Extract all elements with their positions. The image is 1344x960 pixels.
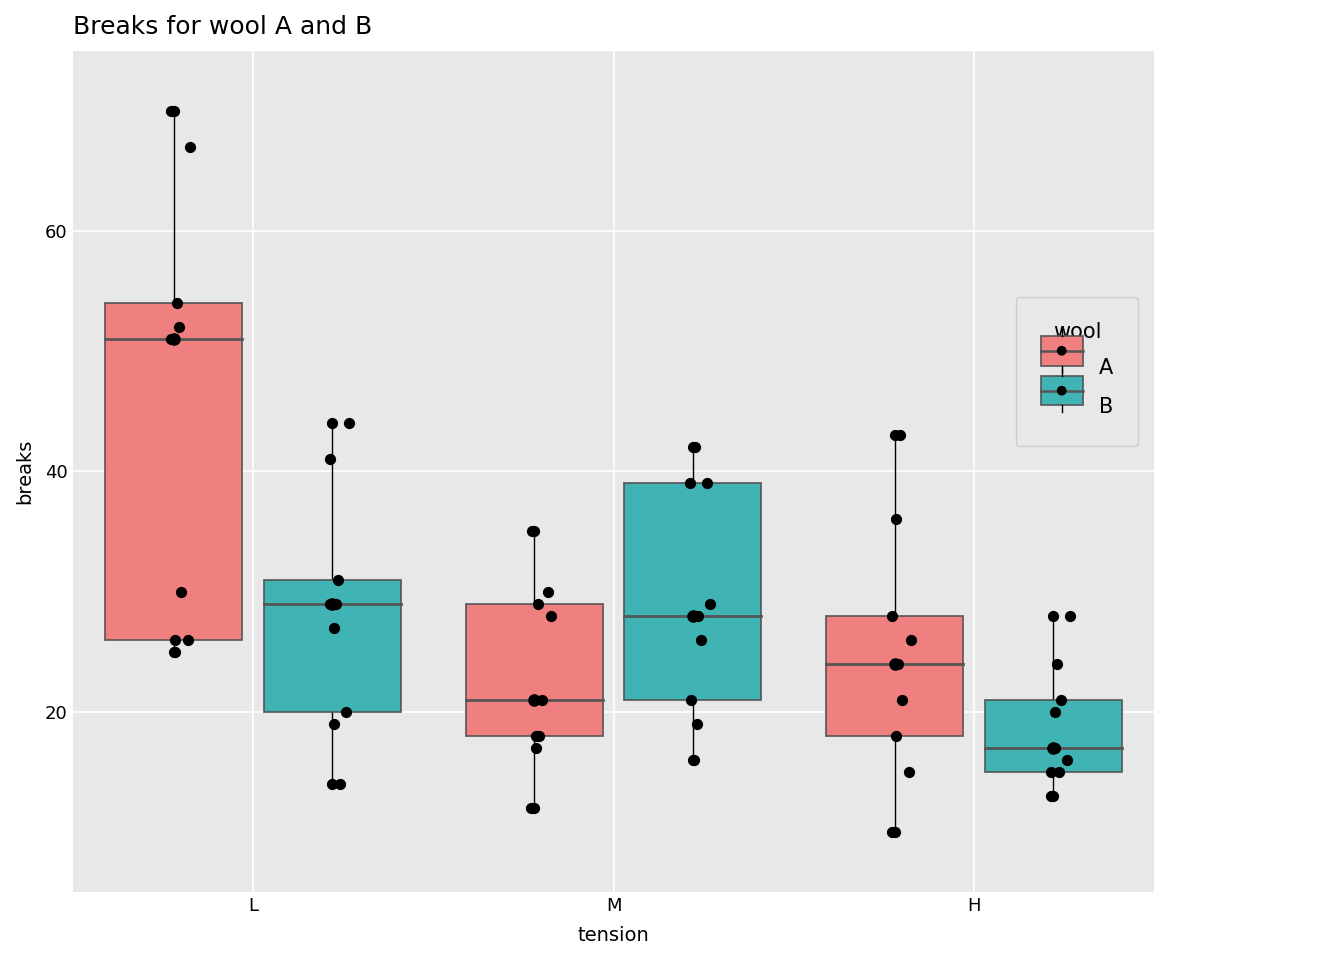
Point [325, 596, 347, 612]
X-axis label: tension: tension [578, 926, 649, 945]
Point [1043, 740, 1064, 756]
Point [319, 596, 340, 612]
Point [163, 103, 184, 118]
Point [523, 692, 544, 708]
Point [160, 103, 181, 118]
Point [699, 596, 720, 612]
Point [696, 476, 718, 492]
Point [884, 656, 906, 671]
Point [180, 139, 202, 155]
Point [884, 427, 906, 443]
Point [336, 704, 358, 719]
Point [321, 596, 343, 612]
Bar [105, 303, 242, 639]
Point [161, 331, 183, 347]
Point [890, 427, 911, 443]
Bar [827, 615, 964, 735]
Point [887, 656, 909, 671]
Point [327, 572, 348, 588]
Point [521, 524, 543, 540]
Point [891, 692, 913, 708]
Point [681, 608, 703, 623]
Point [1046, 656, 1067, 671]
Point [1044, 704, 1066, 719]
Point [320, 451, 341, 467]
Point [164, 644, 185, 660]
Point [681, 440, 703, 455]
Point [1040, 788, 1062, 804]
Point [526, 740, 547, 756]
Point [684, 752, 706, 767]
Point [681, 752, 703, 767]
Point [528, 728, 550, 743]
Point [538, 584, 559, 599]
Point [900, 632, 922, 647]
Point [339, 416, 360, 431]
Point [886, 512, 907, 527]
Point [1059, 608, 1081, 623]
Point [898, 764, 919, 780]
Point [163, 331, 184, 347]
Point [1043, 608, 1064, 623]
Point [1043, 788, 1064, 804]
Point [689, 632, 711, 647]
Point [163, 644, 184, 660]
Point [177, 632, 199, 647]
Point [1051, 692, 1073, 708]
Point [882, 825, 903, 840]
Point [882, 608, 903, 623]
Point [1040, 764, 1062, 780]
Point [680, 692, 702, 708]
Point [321, 416, 343, 431]
Point [523, 524, 544, 540]
Point [687, 608, 708, 623]
Point [1044, 740, 1066, 756]
Point [531, 692, 552, 708]
Point [323, 716, 344, 732]
Point [1048, 764, 1070, 780]
Point [540, 608, 562, 623]
Point [684, 440, 706, 455]
Point [884, 825, 906, 840]
Text: Breaks for wool A and B: Breaks for wool A and B [73, 15, 372, 39]
Point [168, 320, 190, 335]
Point [685, 716, 707, 732]
Point [527, 596, 548, 612]
Y-axis label: breaks: breaks [15, 439, 34, 504]
Point [526, 728, 547, 743]
Bar [263, 580, 401, 711]
Point [520, 801, 542, 816]
Point [886, 728, 907, 743]
Point [171, 584, 192, 599]
Bar [985, 700, 1122, 772]
Point [523, 801, 544, 816]
Bar [465, 604, 602, 735]
Bar [625, 484, 761, 700]
Point [167, 296, 188, 311]
Point [321, 777, 343, 792]
Point [324, 620, 345, 636]
Point [679, 476, 700, 492]
Point [329, 777, 351, 792]
Legend: A, B: A, B [1016, 297, 1138, 446]
Point [1056, 752, 1078, 767]
Point [165, 632, 187, 647]
